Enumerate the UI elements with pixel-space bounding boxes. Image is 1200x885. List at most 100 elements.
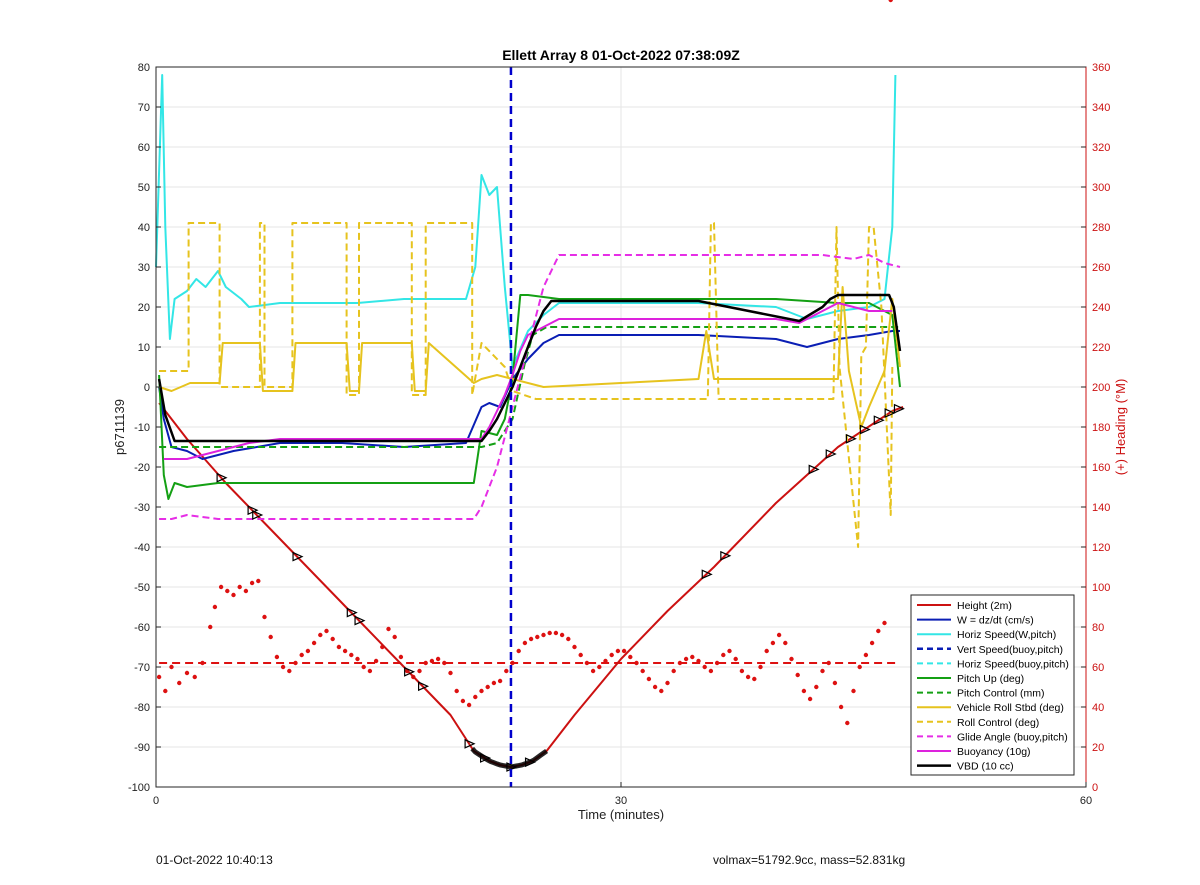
heading-point — [268, 634, 273, 640]
heading-point — [597, 664, 602, 670]
heading-point — [528, 636, 534, 642]
heading-point — [342, 648, 348, 654]
heading-point — [845, 720, 850, 726]
y-tick-label: -80 — [134, 702, 150, 714]
heading-point — [702, 664, 707, 670]
y-tick-label: -30 — [134, 502, 150, 514]
legend-label: Horiz Speed(W,pitch) — [957, 629, 1056, 641]
heading-point — [547, 630, 552, 636]
height-marker — [252, 510, 264, 520]
footer-vehicle-info: volmax=51792.9cc, mass=52.831kg — [713, 853, 906, 867]
heading-point — [305, 648, 311, 654]
chart-title: Ellett Array 8 01-Oct-2022 07:38:09Z — [502, 47, 740, 63]
heading-point — [838, 704, 844, 710]
y2-tick-label: 40 — [1092, 702, 1104, 714]
heading-point — [243, 588, 249, 594]
heading-point — [299, 652, 304, 658]
heading-point — [479, 688, 484, 694]
heading-point — [851, 688, 856, 694]
y-tick-label: 60 — [138, 142, 150, 154]
heading-point — [504, 668, 509, 674]
height-marker — [720, 550, 732, 561]
y2-tick-label: 340 — [1092, 102, 1110, 114]
heading-point — [690, 654, 695, 660]
height-marker — [859, 424, 871, 435]
y-tick-label: 0 — [144, 382, 150, 394]
heading-point — [634, 660, 639, 666]
heading-point — [466, 702, 472, 708]
legend-label: Buoyancy (10g) — [957, 746, 1031, 758]
series-roll-control-deg — [159, 222, 894, 548]
heading-point — [814, 684, 819, 690]
series-w-dz-dt-cm-s — [158, 330, 900, 460]
heading-point — [442, 660, 447, 666]
y2-tick-label: 0 — [1092, 782, 1098, 794]
y2-axis-label: (+) Heading (°M) — [1113, 379, 1128, 476]
heading-point — [659, 688, 664, 694]
heading-point — [776, 632, 782, 638]
heading-point — [429, 658, 435, 664]
y-tick-label: -100 — [128, 782, 150, 794]
height-marker — [701, 569, 713, 580]
heading-point — [628, 654, 633, 660]
heading-point — [559, 632, 565, 638]
heading-point — [460, 698, 466, 704]
heading-point — [764, 648, 769, 654]
y-tick-label: -20 — [134, 462, 150, 474]
heading-point — [733, 656, 738, 662]
y-tick-label: -90 — [134, 742, 150, 754]
heading-point — [324, 628, 329, 634]
y2-tick-label: 140 — [1092, 502, 1110, 514]
height-marker — [354, 615, 366, 626]
height-marker — [216, 472, 228, 483]
heading-point — [311, 640, 317, 646]
heading-point — [820, 668, 825, 674]
heading-point — [386, 626, 391, 632]
heading-point — [789, 656, 794, 662]
y2-tick-label: 220 — [1092, 342, 1110, 354]
heading-point — [225, 588, 230, 594]
heading-point — [584, 660, 590, 666]
legend-label: Pitch Control (mm) — [957, 688, 1045, 700]
series-pitch-up-deg — [158, 294, 901, 500]
legend-label: W = dz/dt (cm/s) — [957, 615, 1034, 627]
height-marker — [404, 666, 416, 677]
heading-point — [832, 680, 838, 686]
y-tick-label: 10 — [138, 342, 150, 354]
heading-point — [274, 654, 280, 660]
legend-label: Height (2m) — [957, 600, 1012, 612]
y-tick-label: 80 — [138, 62, 150, 74]
heading-point — [163, 688, 168, 694]
footer-timestamp: 01-Oct-2022 10:40:13 — [156, 853, 273, 867]
legend-label: Pitch Up (deg) — [957, 673, 1024, 685]
heading-point — [398, 654, 404, 660]
heading-point — [361, 664, 366, 670]
heading-point — [770, 640, 776, 646]
series-horiz-speed-w-pitch — [155, 74, 897, 368]
heading-point — [677, 660, 683, 666]
heading-point — [727, 648, 732, 654]
legend-label: Vehicle Roll Stbd (deg) — [957, 702, 1064, 714]
legend-label: Glide Angle (buoy,pitch) — [957, 731, 1068, 743]
heading-point — [373, 658, 379, 664]
heading-point — [208, 624, 213, 630]
heading-point — [392, 634, 397, 640]
heading-point — [671, 668, 676, 674]
heading-point — [280, 664, 286, 670]
y2-tick-label: 20 — [1092, 742, 1104, 754]
y2-tick-label: 80 — [1092, 622, 1104, 634]
heading-point — [355, 656, 360, 662]
heading-point — [231, 592, 236, 598]
heading-point — [801, 688, 807, 694]
heading-point — [454, 688, 459, 694]
y-tick-label: 30 — [138, 262, 150, 274]
heading-point — [497, 678, 503, 684]
y-axis-label: p6711139 — [112, 399, 127, 455]
heading-point — [256, 578, 261, 584]
heading-point — [367, 668, 373, 674]
heading-point — [200, 660, 205, 666]
y-tick-label: 50 — [138, 182, 150, 194]
heading-point — [665, 680, 670, 686]
heading-point — [553, 630, 559, 636]
heading-point — [417, 668, 422, 674]
